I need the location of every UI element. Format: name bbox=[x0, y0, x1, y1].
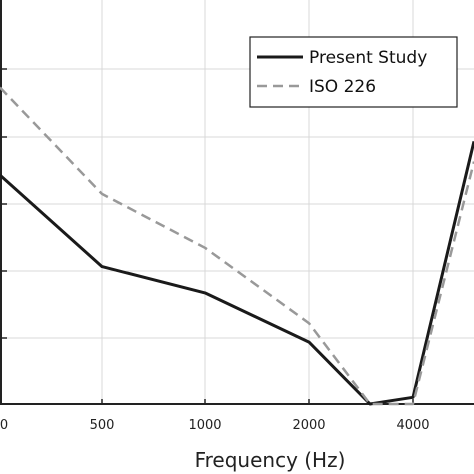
x-tick-label-1: 500 bbox=[90, 418, 115, 433]
series-line-0 bbox=[0, 141, 474, 406]
x-tick-label-2: 1000 bbox=[188, 418, 221, 433]
x-tick-label-0: 0 bbox=[0, 418, 8, 433]
x-axis-title: Frequency (Hz) bbox=[195, 448, 346, 472]
x-tick-label-4: 4000 bbox=[396, 418, 429, 433]
legend-label-present-study: Present Study bbox=[309, 48, 427, 68]
series-line-1 bbox=[0, 86, 474, 406]
legend: Present Study ISO 226 bbox=[249, 36, 458, 108]
legend-box bbox=[249, 36, 458, 108]
legend-label-iso-226: ISO 226 bbox=[309, 77, 376, 97]
series-lines bbox=[0, 86, 474, 406]
x-tick-labels: 0 500 1000 2000 4000 bbox=[0, 418, 430, 433]
x-tick-label-3: 2000 bbox=[292, 418, 325, 433]
